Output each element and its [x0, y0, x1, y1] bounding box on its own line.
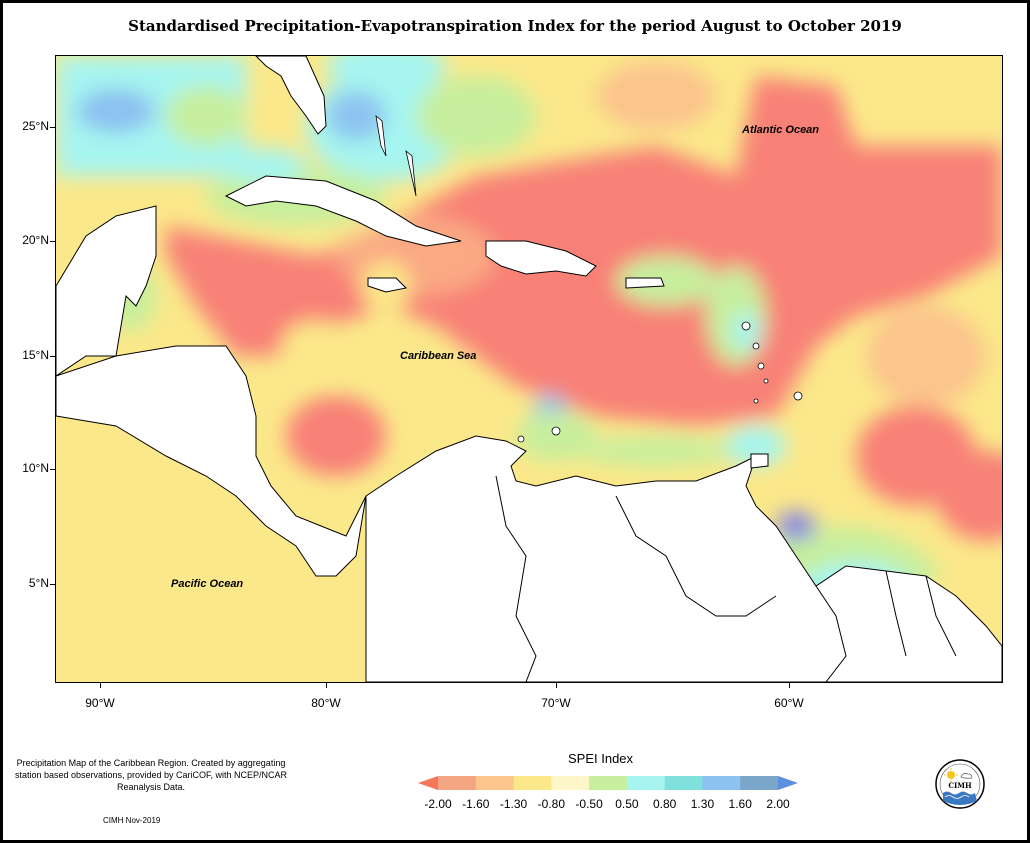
lat-tick	[50, 241, 56, 242]
legend-value-label: 1.60	[728, 797, 752, 811]
lat-label-10n: 10°N	[22, 461, 49, 475]
legend-swatch	[438, 776, 477, 790]
legend-value-label: -2.00	[424, 797, 452, 811]
lon-label-80w: 80°W	[311, 696, 341, 710]
legend-value-label: -1.30	[499, 797, 528, 811]
legend-value-label: -1.60	[462, 797, 490, 811]
cimh-logo: CIMH	[935, 759, 985, 809]
spei-map[interactable]: Atlantic Ocean Caribbean Sea Pacific Oce…	[55, 55, 1003, 683]
map-credit: CIMH Nov-2019	[103, 816, 161, 825]
legend-value-label: -0.80	[537, 797, 566, 811]
legend-value-label: 0.50	[615, 797, 639, 811]
legend-swatch	[475, 776, 515, 790]
lon-tick	[556, 682, 557, 688]
legend-colorbar	[418, 776, 798, 790]
map-title: Standardised Precipitation-Evapotranspir…	[128, 17, 902, 35]
label-caribbean-sea: Caribbean Sea	[400, 350, 477, 362]
lat-label-5n: 5°N	[28, 576, 49, 590]
legend-swatch	[513, 776, 552, 790]
lat-label-25n: 25°N	[22, 119, 49, 133]
lat-tick	[50, 356, 56, 357]
legend-value-label: 0.80	[652, 797, 677, 811]
legend-swatch	[589, 776, 628, 790]
lon-label-90w: 90°W	[85, 696, 115, 710]
lat-label-20n: 20°N	[22, 233, 49, 247]
legend-swatch-max	[778, 776, 798, 790]
legend-swatch	[551, 776, 590, 790]
legend-swatch	[626, 776, 666, 790]
country-borders	[495, 475, 957, 682]
spei-field	[56, 56, 1002, 682]
legend-swatch-min	[418, 776, 438, 790]
lon-tick	[326, 682, 327, 688]
legend-value-label: 2.00	[766, 797, 790, 811]
legend-swatch	[664, 776, 703, 790]
map-description: Precipitation Map of the Caribbean Regio…	[14, 758, 288, 792]
lat-tick	[50, 469, 56, 470]
label-pacific-ocean: Pacific Ocean	[171, 578, 244, 590]
legend-labels: -2.00 -1.60 -1.30 -0.80 -0.50 0.50 0.80 1.30 1.6…	[418, 797, 798, 813]
lon-label-60w: 60°W	[774, 696, 804, 710]
legend-swatch	[702, 776, 741, 790]
land-masses	[56, 56, 1002, 682]
lat-label-15n: 15°N	[22, 348, 49, 362]
lat-tick	[50, 584, 56, 585]
lon-tick	[789, 682, 790, 688]
legend-value-label: -0.50	[575, 797, 603, 811]
small-islands	[375, 115, 803, 443]
legend-title: SPEI Index	[568, 751, 634, 766]
legend-swatch	[740, 776, 779, 790]
logo-acronym: CIMH	[948, 781, 972, 790]
legend-value-label: 1.30	[690, 797, 715, 811]
lon-label-70w: 70°W	[541, 696, 571, 710]
lat-tick	[50, 127, 56, 128]
lon-tick	[100, 682, 101, 688]
label-atlantic-ocean: Atlantic Ocean	[742, 124, 820, 136]
